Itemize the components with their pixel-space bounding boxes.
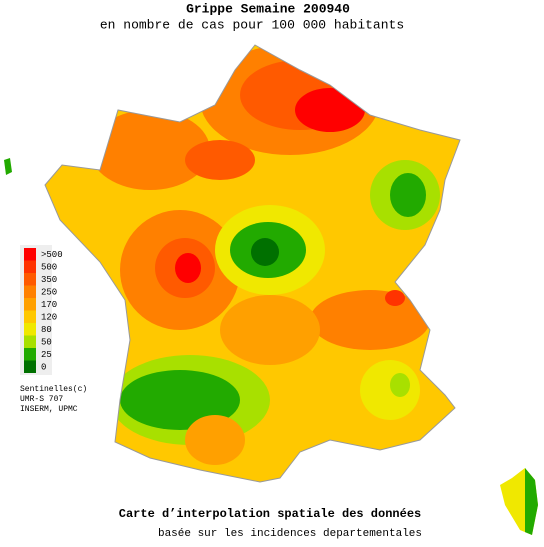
legend-swatch xyxy=(24,360,36,373)
credit: INSERM, UPMC xyxy=(20,405,78,414)
legend-label: 80 xyxy=(41,325,52,335)
subtitle: en nombre de cas pour 100 000 habitants xyxy=(100,17,404,32)
legend-label: 120 xyxy=(41,312,57,322)
legend-label: 50 xyxy=(41,337,52,347)
legend-label: >500 xyxy=(41,250,63,260)
legend-swatch xyxy=(24,348,36,361)
legend-swatch xyxy=(24,248,36,261)
legend-swatch xyxy=(24,335,36,348)
corsica xyxy=(500,468,538,535)
footer-title: Carte d’interpolation spatiale des donné… xyxy=(119,507,421,521)
legend-label: 250 xyxy=(41,287,57,297)
legend-label: 350 xyxy=(41,275,57,285)
legend-label: 170 xyxy=(41,300,57,310)
island xyxy=(4,158,12,175)
credit: UMR-S 707 xyxy=(20,395,63,404)
legend-swatch xyxy=(24,285,36,298)
legend-swatch xyxy=(24,273,36,286)
legend-swatch xyxy=(24,310,36,323)
legend-swatch xyxy=(24,298,36,311)
legend-label: 25 xyxy=(41,350,52,360)
legend-swatch xyxy=(24,323,36,336)
footer-subtitle: basée sur les incidences departementales xyxy=(158,528,422,540)
legend-label: 500 xyxy=(41,262,57,272)
title: Grippe Semaine 200940 xyxy=(186,1,350,16)
map-outline xyxy=(44,44,461,483)
legend-label: 0 xyxy=(41,362,46,372)
credit: Sentinelles(c) xyxy=(20,385,87,394)
legend-swatch xyxy=(24,260,36,273)
